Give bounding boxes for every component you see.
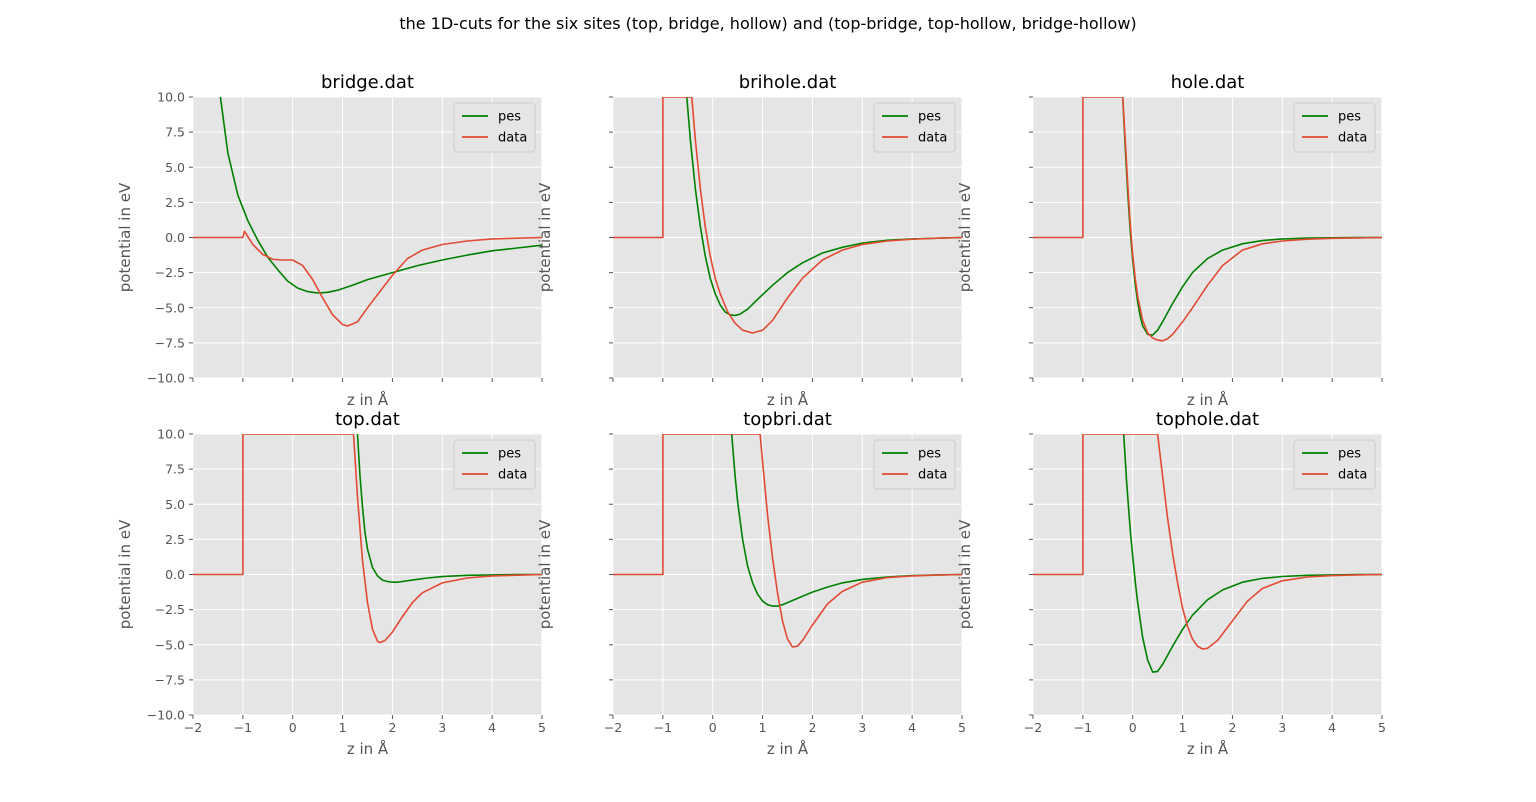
chart-0-y-tick-label-8: 10.0 — [157, 90, 185, 105]
chart-0-legend: pes data — [453, 102, 536, 153]
chart-4-x-tick-label-1: −1 — [654, 720, 672, 735]
chart-4-x-tick-label-4: 2 — [808, 720, 816, 735]
chart-4-legend: pes data — [873, 439, 956, 490]
chart-3-x-tick-label-5: 3 — [438, 720, 446, 735]
chart-5-ylabel: potential in eV — [956, 519, 974, 629]
chart-0-y-tick-label-6: 5.0 — [165, 160, 185, 175]
chart-3-y-tick-label-0: −10.0 — [147, 708, 185, 723]
chart-0-y-tick-label-0: −10.0 — [147, 371, 185, 386]
chart-3-y-tick-label-8: 10.0 — [157, 427, 185, 442]
chart-1-series-data-line — [613, 97, 962, 334]
chart-5-x-tick-label-5: 3 — [1278, 720, 1286, 735]
chart-4-series-data-line — [613, 434, 962, 648]
chart-0-series-data-line — [193, 230, 542, 327]
chart-3-legend-label-data: data — [498, 468, 527, 483]
chart-2-title: hole.dat — [1171, 72, 1245, 93]
chart-3: −2 −1 0 1 2 3 4 5 −10.0 −7.5 −5.0 −2.5 0.0 2.5 5.0 7.5 1… — [116, 409, 546, 758]
chart-5-legend: pes data — [1293, 439, 1376, 490]
chart-4-x-tick-label-5: 3 — [858, 720, 866, 735]
chart-0-xlabel: z in Å — [347, 390, 389, 409]
chart-3-legend-label-pes: pes — [498, 447, 521, 462]
chart-1-title: brihole.dat — [739, 72, 837, 93]
chart-5-legend-label-data: data — [1338, 468, 1367, 483]
chart-4-x-tick-label-3: 1 — [759, 720, 767, 735]
chart-2-legend-label-pes: pes — [1338, 110, 1361, 125]
chart-5-x-tick-label-7: 5 — [1378, 720, 1386, 735]
chart-3-legend: pes data — [453, 439, 536, 490]
chart-4-x-tick-label-0: −2 — [604, 720, 622, 735]
chart-0-legend-label-pes: pes — [498, 110, 521, 125]
chart-1: brihole.dat z in Å potential in eV pes data — [536, 72, 963, 409]
chart-3-x-tick-label-4: 2 — [388, 720, 396, 735]
chart-4-x-tick-label-2: 0 — [709, 720, 717, 735]
chart-3-ylabel: potential in eV — [116, 519, 134, 629]
chart-5-x-tick-label-6: 4 — [1328, 720, 1336, 735]
chart-5: −2 −1 0 1 2 3 4 5 tophole.dat z in Å potential in … — [956, 409, 1386, 758]
chart-3-x-tick-label-7: 5 — [538, 720, 546, 735]
chart-1-xlabel: z in Å — [767, 390, 809, 409]
chart-3-y-tick-label-3: −2.5 — [155, 602, 185, 617]
chart-0-y-tick-label-1: −7.5 — [155, 335, 185, 350]
chart-2: hole.dat z in Å potential in eV pes data — [956, 72, 1383, 409]
chart-3-y-tick-label-6: 5.0 — [165, 497, 185, 512]
figure-title: the 1D-cuts for the six sites (top, brid… — [399, 14, 1136, 33]
chart-0-y-tick-label-7: 7.5 — [165, 125, 185, 140]
subplot-grid: −10.0−7.5−5.0−2.50.02.55.07.510.0bridge.… — [116, 72, 1386, 758]
chart-5-series-data-line — [1033, 434, 1382, 650]
chart-5-x-tick-label-4: 2 — [1228, 720, 1236, 735]
chart-3-y-tick-label-7: 7.5 — [165, 462, 185, 477]
chart-0-y-tick-label-3: −2.5 — [155, 265, 185, 280]
chart-1-ylabel: potential in eV — [536, 182, 554, 292]
chart-0-legend-label-data: data — [498, 131, 527, 146]
chart-4-x-tick-label-7: 5 — [958, 720, 966, 735]
chart-5-x-tick-label-2: 0 — [1129, 720, 1137, 735]
chart-3-title: top.dat — [335, 409, 400, 430]
chart-5-x-tick-label-0: −2 — [1024, 720, 1042, 735]
chart-3-x-tick-label-6: 4 — [488, 720, 496, 735]
chart-3-y-tick-label-1: −7.5 — [155, 672, 185, 687]
chart-3-y-tick-label-4: 0.0 — [165, 567, 185, 582]
chart-3-x-tick-label-1: −1 — [234, 720, 252, 735]
chart-3-y-tick-label-5: 2.5 — [165, 532, 185, 547]
chart-3-x-tick-label-0: −2 — [184, 720, 202, 735]
chart-3-series-data-line — [193, 434, 542, 644]
chart-3-series-pes-line — [356, 434, 542, 584]
chart-2-legend: pes data — [1293, 102, 1376, 153]
chart-3-x-tick-label-2: 0 — [289, 720, 297, 735]
chart-5-legend-label-pes: pes — [1338, 447, 1361, 462]
chart-4: −2 −1 0 1 2 3 4 5 topbri.dat z in Å potential in e… — [536, 409, 966, 758]
chart-5-x-tick-label-1: −1 — [1074, 720, 1092, 735]
chart-5-title: tophole.dat — [1156, 409, 1259, 430]
chart-0-y-tick-label-2: −5.0 — [155, 300, 185, 315]
chart-0-series-pes-line — [219, 97, 542, 294]
chart-2-ylabel: potential in eV — [956, 182, 974, 292]
chart-2-xlabel: z in Å — [1187, 390, 1229, 409]
chart-4-ylabel: potential in eV — [536, 519, 554, 629]
chart-0-title: bridge.dat — [321, 72, 414, 93]
chart-1-legend-label-data: data — [918, 131, 947, 146]
chart-0-y-tick-label-5: 2.5 — [165, 195, 185, 210]
chart-4-legend-label-pes: pes — [918, 447, 941, 462]
chart-0: −10.0 −7.5 −5.0 −2.5 0.0 2.5 5.0 7.5 10.0 bridge.… — [116, 72, 543, 409]
chart-4-xlabel: z in Å — [767, 739, 809, 758]
chart-2-legend-label-data: data — [1338, 131, 1367, 146]
chart-3-xlabel: z in Å — [347, 739, 389, 758]
chart-4-title: topbri.dat — [743, 409, 832, 430]
chart-0-y-tick-label-4: 0.0 — [165, 230, 185, 245]
chart-5-x-tick-label-3: 1 — [1179, 720, 1187, 735]
chart-3-x-tick-label-3: 1 — [339, 720, 347, 735]
chart-4-x-tick-label-6: 4 — [908, 720, 916, 735]
chart-4-legend-label-data: data — [918, 468, 947, 483]
chart-5-series-pes-line — [1122, 434, 1382, 673]
chart-1-legend: pes data — [873, 102, 956, 153]
chart-2-series-data-line — [1033, 97, 1382, 342]
chart-1-series-pes-line — [686, 97, 962, 317]
chart-5-xlabel: z in Å — [1187, 739, 1229, 758]
chart-1-legend-label-pes: pes — [918, 110, 941, 125]
chart-3-y-tick-label-2: −5.0 — [155, 637, 185, 652]
chart-0-ylabel: potential in eV — [116, 182, 134, 292]
